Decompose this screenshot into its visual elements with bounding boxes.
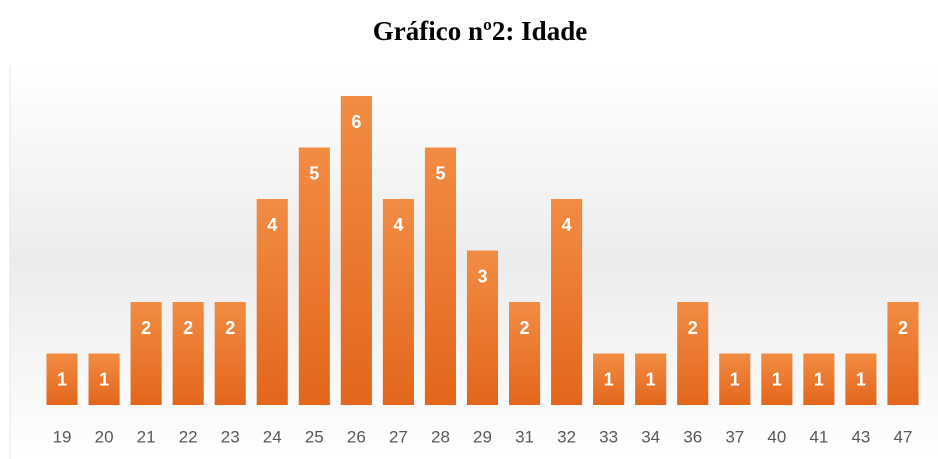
x-tick-label: 43 (851, 427, 870, 446)
x-tick-label: 27 (389, 427, 408, 446)
x-tick-label: 29 (473, 427, 492, 446)
x-tick-label: 21 (137, 427, 156, 446)
value-label: 4 (267, 215, 277, 235)
x-tick-label: 19 (53, 427, 72, 446)
value-label: 1 (772, 369, 782, 389)
value-label: 1 (57, 369, 67, 389)
bar (214, 302, 246, 405)
bar (256, 199, 288, 405)
value-label: 5 (435, 163, 445, 183)
chart-title: Gráfico nº2: Idade (373, 16, 587, 46)
bar (551, 199, 583, 405)
value-label: 1 (814, 369, 824, 389)
value-label: 4 (393, 215, 403, 235)
bar (887, 302, 919, 405)
bar (635, 353, 667, 405)
x-tick-label: 40 (767, 427, 786, 446)
bar (593, 353, 625, 405)
value-label: 2 (141, 318, 151, 338)
x-tick-label: 28 (431, 427, 450, 446)
bar (845, 353, 877, 405)
value-label: 3 (477, 266, 487, 286)
bar (46, 353, 78, 405)
value-label: 2 (183, 318, 193, 338)
x-tick-label: 23 (221, 427, 240, 446)
bar (803, 353, 835, 405)
x-tick-label: 20 (95, 427, 114, 446)
bar (298, 147, 330, 405)
bar (424, 147, 457, 405)
bar (466, 250, 499, 405)
bar (719, 353, 751, 405)
bar (761, 353, 793, 405)
x-tick-label: 26 (347, 427, 366, 446)
value-label: 1 (856, 369, 866, 389)
value-label: 2 (520, 318, 530, 338)
x-tick-label: 32 (557, 427, 576, 446)
x-tick-label: 31 (515, 427, 534, 446)
x-tick-label: 41 (809, 427, 828, 446)
value-label: 6 (351, 112, 361, 132)
value-label: 4 (562, 215, 572, 235)
x-tick-label: 33 (599, 427, 618, 446)
bar (677, 302, 709, 405)
bar (88, 353, 120, 405)
value-label: 2 (225, 318, 235, 338)
x-tick-label: 36 (683, 427, 702, 446)
x-tick-label: 34 (641, 427, 660, 446)
value-label: 2 (688, 318, 698, 338)
x-tick-label: 22 (179, 427, 198, 446)
value-label: 2 (898, 318, 908, 338)
bar (340, 96, 372, 405)
bar (130, 302, 162, 405)
value-label: 1 (646, 369, 656, 389)
bar (172, 302, 204, 405)
value-label: 5 (309, 163, 319, 183)
value-label: 1 (730, 369, 740, 389)
value-label: 1 (99, 369, 109, 389)
x-tick-label: 47 (894, 427, 913, 446)
bar (382, 199, 414, 405)
x-tick-label: 25 (305, 427, 324, 446)
bar (508, 302, 541, 405)
value-label: 1 (604, 369, 614, 389)
x-tick-label: 37 (725, 427, 744, 446)
x-tick-label: 24 (263, 427, 282, 446)
